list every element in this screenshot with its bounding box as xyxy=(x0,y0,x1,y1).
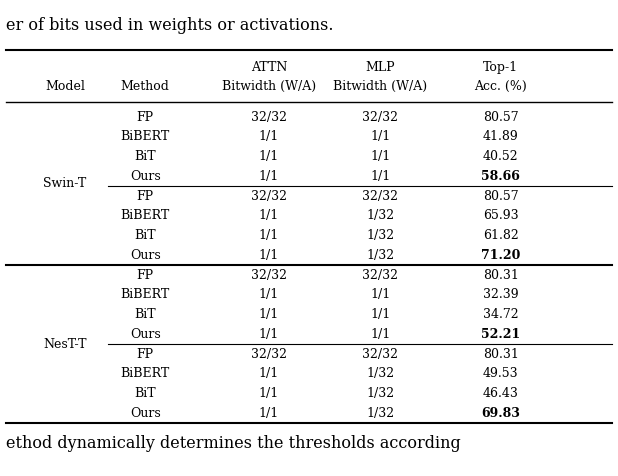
Text: Ours: Ours xyxy=(130,249,161,262)
Text: Acc. (%): Acc. (%) xyxy=(474,80,527,93)
Text: Bitwidth (W/A): Bitwidth (W/A) xyxy=(222,80,316,93)
Text: MLP: MLP xyxy=(365,61,395,74)
Text: BiT: BiT xyxy=(135,229,156,242)
Text: FP: FP xyxy=(137,110,154,124)
Text: ethod dynamically determines the thresholds according: ethod dynamically determines the thresho… xyxy=(6,436,461,452)
Text: 49.53: 49.53 xyxy=(483,367,519,380)
Text: 32/32: 32/32 xyxy=(362,110,398,124)
Text: 1/1: 1/1 xyxy=(259,229,279,242)
Text: 1/1: 1/1 xyxy=(259,249,279,262)
Text: Method: Method xyxy=(121,80,170,93)
Text: 1/1: 1/1 xyxy=(259,387,279,400)
Text: 58.66: 58.66 xyxy=(481,170,520,183)
Text: Bitwidth (W/A): Bitwidth (W/A) xyxy=(333,80,427,93)
Text: 40.52: 40.52 xyxy=(483,150,519,163)
Text: Ours: Ours xyxy=(130,170,161,183)
Text: 32/32: 32/32 xyxy=(362,347,398,361)
Text: 32.39: 32.39 xyxy=(483,288,519,301)
Text: 1/1: 1/1 xyxy=(370,308,390,321)
Text: BiBERT: BiBERT xyxy=(121,209,170,222)
Text: BiT: BiT xyxy=(135,308,156,321)
Text: BiT: BiT xyxy=(135,387,156,400)
Text: 1/1: 1/1 xyxy=(370,170,390,183)
Text: 34.72: 34.72 xyxy=(483,308,519,321)
Text: BiBERT: BiBERT xyxy=(121,130,170,143)
Text: 1/1: 1/1 xyxy=(259,288,279,301)
Text: 1/32: 1/32 xyxy=(366,229,394,242)
Text: 32/32: 32/32 xyxy=(251,268,287,282)
Text: FP: FP xyxy=(137,189,154,203)
Text: 1/1: 1/1 xyxy=(259,209,279,222)
Text: 69.83: 69.83 xyxy=(481,407,520,420)
Text: Model: Model xyxy=(45,80,85,93)
Text: 80.31: 80.31 xyxy=(483,347,519,361)
Text: 1/1: 1/1 xyxy=(259,407,279,420)
Text: 1/1: 1/1 xyxy=(259,328,279,341)
Text: 1/32: 1/32 xyxy=(366,209,394,222)
Text: 32/32: 32/32 xyxy=(251,110,287,124)
Text: 46.43: 46.43 xyxy=(483,387,519,400)
Text: 1/1: 1/1 xyxy=(370,150,390,163)
Text: Top-1: Top-1 xyxy=(483,61,518,74)
Text: 65.93: 65.93 xyxy=(483,209,519,222)
Text: 32/32: 32/32 xyxy=(362,189,398,203)
Text: 1/1: 1/1 xyxy=(259,308,279,321)
Text: 1/32: 1/32 xyxy=(366,407,394,420)
Text: 1/1: 1/1 xyxy=(370,130,390,143)
Text: BiT: BiT xyxy=(135,150,156,163)
Text: NesT-T: NesT-T xyxy=(43,338,87,351)
Text: 1/1: 1/1 xyxy=(370,328,390,341)
Text: 80.57: 80.57 xyxy=(483,189,519,203)
Text: 1/1: 1/1 xyxy=(259,170,279,183)
Text: 32/32: 32/32 xyxy=(251,189,287,203)
Text: er of bits used in weights or activations.: er of bits used in weights or activation… xyxy=(6,17,334,34)
Text: 1/32: 1/32 xyxy=(366,367,394,380)
Text: 41.89: 41.89 xyxy=(483,130,519,143)
Text: BiBERT: BiBERT xyxy=(121,288,170,301)
Text: Ours: Ours xyxy=(130,407,161,420)
Text: 80.57: 80.57 xyxy=(483,110,519,124)
Text: 1/32: 1/32 xyxy=(366,249,394,262)
Text: 61.82: 61.82 xyxy=(483,229,519,242)
Text: Ours: Ours xyxy=(130,328,161,341)
Text: 32/32: 32/32 xyxy=(362,268,398,282)
Text: 1/1: 1/1 xyxy=(259,150,279,163)
Text: 71.20: 71.20 xyxy=(481,249,520,262)
Text: 80.31: 80.31 xyxy=(483,268,519,282)
Text: 52.21: 52.21 xyxy=(481,328,520,341)
Text: BiBERT: BiBERT xyxy=(121,367,170,380)
Text: Swin-T: Swin-T xyxy=(43,178,87,190)
Text: 1/1: 1/1 xyxy=(259,130,279,143)
Text: 1/1: 1/1 xyxy=(370,288,390,301)
Text: FP: FP xyxy=(137,268,154,282)
Text: 1/32: 1/32 xyxy=(366,387,394,400)
Text: ATTN: ATTN xyxy=(251,61,287,74)
Text: 32/32: 32/32 xyxy=(251,347,287,361)
Text: FP: FP xyxy=(137,347,154,361)
Text: 1/1: 1/1 xyxy=(259,367,279,380)
